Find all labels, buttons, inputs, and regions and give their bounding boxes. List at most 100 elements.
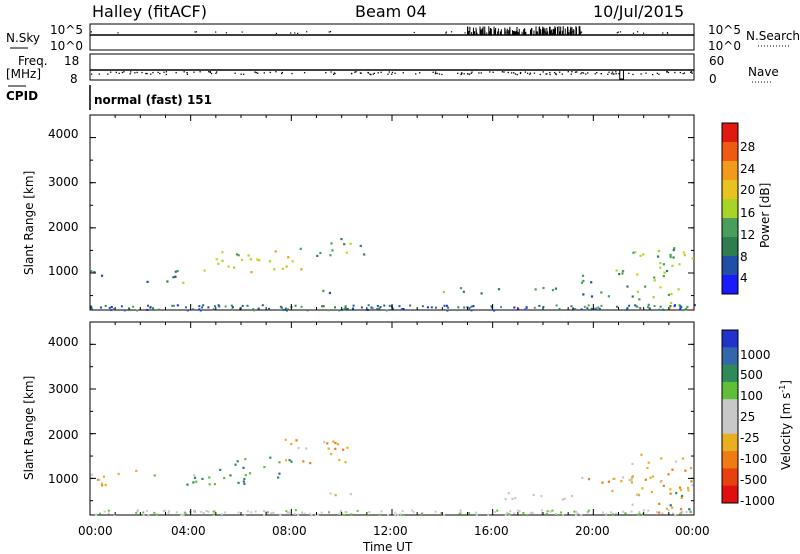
velocity-echo-cell [680,494,684,498]
nave-dot [121,71,124,74]
power-ground-scatter-cell [674,304,677,307]
power-cb-tick-4: 4 [740,271,748,285]
velocity-ground-scatter-cell [135,511,138,514]
velocity-echo-cell [689,466,693,470]
power-ground-scatter-cell [513,306,516,309]
power-ground-scatter-cell [279,305,282,308]
power-echo-cell [653,279,656,282]
velocity-ground-scatter-cell [412,510,415,513]
velocity-echo-cell [680,496,683,499]
power-ground-scatter-cell [580,308,583,311]
velocity-ground-scatter-cell [540,509,543,512]
nave-dot [330,71,332,73]
velocity-ground-scatter-cell [546,510,549,513]
power-ground-scatter-cell [421,305,424,308]
power-echo-cell [663,271,666,274]
velocity-echo-cell [635,493,639,496]
power-echo-cell [659,262,662,265]
nsearch-dot [297,32,299,34]
power-echo-cell [669,255,672,259]
power-ground-scatter-cell [371,307,374,310]
power-echo-cell [174,275,177,278]
velocity-cb-tick-25: 25 [740,410,756,424]
nsearch-dot [329,31,332,33]
velocity-ground-scatter-cell [630,510,633,513]
xtick-5: 20:00 [575,524,610,538]
power-ground-scatter-cell [626,307,629,310]
power-ground-scatter-cell [490,305,493,308]
velocity-cb-tick-neg500: -500 [740,473,768,487]
nave-dot [549,73,551,76]
velocity-ground-scatter-cell [402,513,405,516]
nave-dot [553,71,556,74]
power-ground-scatter-cell [679,308,682,311]
power-echo-cell [626,285,629,288]
velocity-ground-scatter-cell [679,512,682,515]
nave-dot [334,72,336,75]
power-ground-scatter-cell [662,308,665,311]
velocity-echo-cell [511,497,514,500]
power-ground-scatter-cell [104,304,107,307]
nave-dot [615,71,617,73]
nave-dot [667,71,670,74]
velocity-echo-cell [691,484,694,487]
power-echo-cell [215,258,218,261]
nave-label: Nave [748,65,779,79]
power-echo-cell [652,296,655,299]
nave-dot [150,73,152,75]
nave-dot [115,71,118,73]
power-cb-tick-16: 16 [740,206,756,220]
nave-dot [123,71,125,73]
velocity-ground-scatter-cell [164,509,167,512]
nsearch-dot [617,31,619,33]
velocity-ground-scatter-cell [254,510,257,513]
power-echo-cell [618,272,621,276]
velocity-ground-scatter-cell [401,509,404,512]
nave-dot [514,73,517,75]
velocity-ground-scatter-cell [545,512,548,515]
power-ground-scatter-cell [213,305,216,308]
power-echo-cell [534,288,537,291]
nsearch-dot [215,31,217,33]
power-echo-cell [691,257,694,260]
velocity-ground-scatter-cell [107,509,110,512]
velocity-ground-scatter-cell [487,513,490,516]
nave-dot [175,71,177,74]
velocity-echo-cell [651,475,655,478]
velocity-ground-scatter-cell [294,512,297,515]
velocity-echo-cell [630,477,633,481]
velocity-ground-scatter-cell [246,510,249,513]
velocity-ground-scatter-cell [180,513,183,516]
velocity-echo-cell [686,486,690,490]
power-ground-scatter-cell [147,304,150,307]
velocity-ground-scatter-cell [297,513,300,516]
velocity-ground-scatter-cell [153,511,156,514]
nave-dot [257,72,259,74]
power-echo-cell [328,291,332,295]
power-echo-cell [299,247,302,250]
nsearch-tick-top: 10^5 [708,23,741,37]
velocity-ground-scatter-cell [107,512,110,515]
nave-dot [467,73,469,75]
velocity-ground-scatter-cell [549,510,552,513]
power-ground-scatter-cell [525,306,528,309]
velocity-echo-cell [208,476,211,479]
velocity-echo-cell [90,473,93,476]
nave-dot [209,71,211,74]
power-echo-cell [647,303,650,306]
nave-dot [611,71,614,73]
velocity-echo-cell [193,474,196,477]
power-echo-cell [542,286,545,290]
power-ground-scatter-cell [678,304,681,307]
power-ground-scatter-cell [574,308,577,311]
power-echo-cell [554,287,558,290]
nave-dot [419,72,421,74]
velocity-ground-scatter-cell [272,511,275,514]
power-cb-tick-8: 8 [740,250,748,264]
power-ytick-4000: 4000 [48,127,79,141]
power-echo-cell [359,244,362,248]
power-echo-cell [249,258,252,261]
velocity-ground-scatter-cell [513,512,516,515]
power-ground-scatter-cell [344,305,347,308]
velocity-ground-scatter-cell [575,510,578,513]
